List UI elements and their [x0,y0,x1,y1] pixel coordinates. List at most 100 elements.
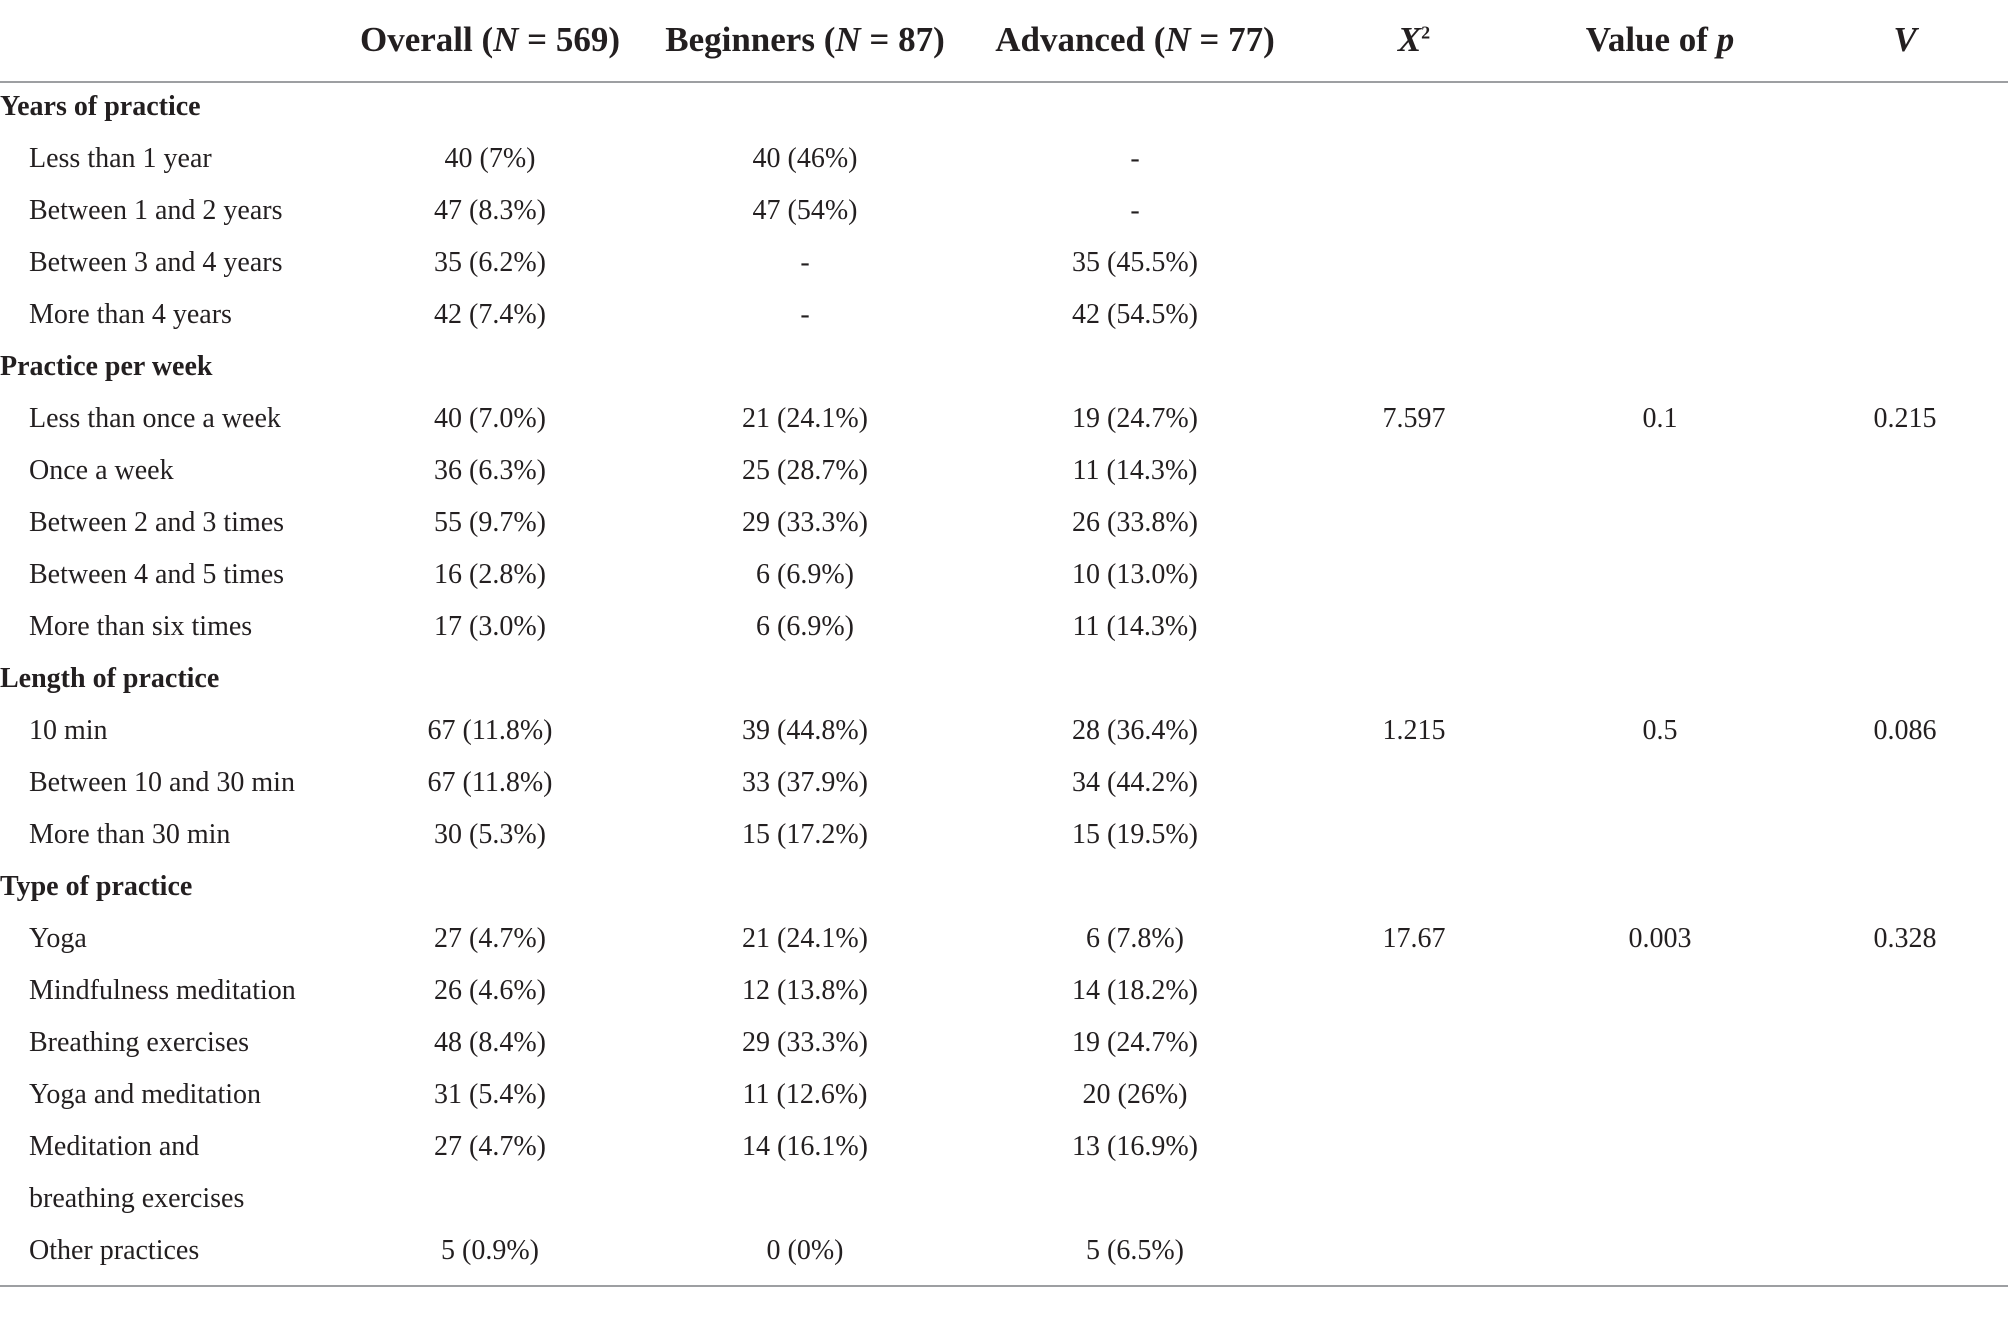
cell-overall: 5 (0.9%) [441,1235,539,1266]
cell-stat-v: 0.215 [1873,403,1937,434]
cell-overall: 55 (9.7%) [434,507,546,538]
row-label: Between 4 and 5 times [29,559,285,590]
cell-stat-chi: 1.215 [1382,715,1446,746]
cell-stat-chi [1314,133,1514,185]
row-label-continued: breathing exercises [29,1183,245,1214]
section-row: Type of practice [0,861,2008,913]
cell-beginners: 12 (13.8%) [742,975,868,1006]
cell-beginners: 14 (16.1%) [742,1131,868,1162]
row-label: Less than once a week [29,403,281,434]
header-overall: Overall (N = 569) [359,20,621,59]
cell-overall: 31 (5.4%) [434,1079,546,1110]
table-row: Yoga 27 (4.7%) 21 (24.1%) 6 (7.8%) 17.67 0.00… [0,913,2008,965]
cell-stat-chi: 17.67 [1382,923,1446,954]
row-label: Meditation and [29,1131,200,1162]
table-row: Meditation and 27 (4.7%) 14 (16.1%) 13 (16.… [0,1121,2008,1173]
cell-advanced: 13 (16.9%) [1072,1131,1198,1162]
cell-beginners: 21 (24.1%) [742,923,868,954]
table-row: Less than once a week 40 (7.0%) 21 (24.1%)… [0,393,2008,445]
table-row: More than 30 min 30 (5.3%) 15 (17.2%) 15 (1… [0,809,2008,861]
table-row: More than six times 17 (3.0%) 6 (6.9%) 11 (… [0,601,2008,653]
cell-advanced: 15 (19.5%) [1072,819,1198,850]
cell-beginners: 6 (6.9%) [756,611,854,642]
cell-overall: 35 (6.2%) [434,247,546,278]
cell-advanced: 5 (6.5%) [1086,1235,1184,1266]
row-label: Mindfulness meditation [29,975,296,1006]
row-label: Yoga and meditation [29,1079,262,1110]
cell-overall: 67 (11.8%) [427,715,553,746]
cell-advanced: 28 (36.4%) [1072,715,1198,746]
row-label: Yoga [29,923,87,954]
cell-beginners: 39 (44.8%) [742,715,868,746]
cell-beginners: 15 (17.2%) [742,819,868,850]
table-row: Once a week 36 (6.3%) 25 (28.7%) 11 (14.3%) [0,445,2008,497]
cell-advanced: 11 (14.3%) [1072,455,1198,486]
table-row: Yoga and meditation 31 (5.4%) 11 (12.6%) 20… [0,1069,2008,1121]
bottom-rule [0,1285,2008,1287]
table-row: Between 1 and 2 years 47 (8.3%) 47 (54%) - [0,185,2008,237]
cell-advanced: 19 (24.7%) [1072,403,1198,434]
cell-advanced: 14 (18.2%) [1072,975,1198,1006]
cell-stat-v: 0.086 [1873,715,1937,746]
cell-overall: 42 (7.4%) [434,299,546,330]
table-row-continuation: breathing exercises [0,1173,2008,1225]
cell-overall: 40 (7%) [444,143,536,174]
cell-beginners: 40 (46%) [752,143,858,174]
cell-beginners: 6 (6.9%) [756,559,854,590]
cell-overall: 17 (3.0%) [434,611,546,642]
section-row: Years of practice [0,81,2008,133]
cell-overall: 67 (11.8%) [427,767,553,798]
cell-beginners: 11 (12.6%) [742,1079,868,1110]
cell-overall: 30 (5.3%) [434,819,546,850]
cell-beginners: 0 (0%) [766,1235,844,1266]
cell-beginners: - [800,299,810,330]
cell-advanced: 6 (7.8%) [1086,923,1184,954]
row-label: 10 min [29,715,108,746]
table-row: 10 min 67 (11.8%) 39 (44.8%) 28 (36.4%) 1.21… [0,705,2008,757]
cell-advanced: - [1130,195,1140,226]
cell-stat-v [1805,133,2005,185]
cell-advanced: 20 (26%) [1082,1079,1188,1110]
cell-overall: 40 (7.0%) [434,403,546,434]
header-v: V [1893,20,1917,59]
row-label: Between 10 and 30 min [29,767,295,798]
cell-stat-p [1510,133,1810,185]
table-row: More than 4 years 42 (7.4%) - 42 (54.5%) [0,289,2008,341]
cell-stat-v: 0.328 [1873,923,1937,954]
section-title: Type of practice [0,871,193,902]
cell-overall: 48 (8.4%) [434,1027,546,1058]
row-label: Between 3 and 4 years [29,247,283,278]
table-row: Between 2 and 3 times 55 (9.7%) 29 (33.3%)… [0,497,2008,549]
header-rule [0,81,2008,83]
cell-beginners: 47 (54%) [752,195,858,226]
section-title: Years of practice [0,91,201,122]
cell-overall: 47 (8.3%) [434,195,546,226]
row-label: Between 2 and 3 times [29,507,285,538]
cell-stat-chi: 7.597 [1382,403,1446,434]
cell-stat-p: 0.003 [1628,923,1692,954]
section-row: Length of practice [0,653,2008,705]
header-p-value: Value of p [1585,20,1735,59]
cell-advanced: 42 (54.5%) [1072,299,1198,330]
row-label: Once a week [29,455,174,486]
cell-beginners: 21 (24.1%) [742,403,868,434]
cell-beginners: 33 (37.9%) [742,767,868,798]
table-row: Mindfulness meditation 26 (4.6%) 12 (13.8%… [0,965,2008,1017]
cell-beginners: - [800,247,810,278]
cell-advanced: 19 (24.7%) [1072,1027,1198,1058]
table-row: Other practices 5 (0.9%) 0 (0%) 5 (6.5%) [0,1225,2008,1277]
cell-beginners: 29 (33.3%) [742,507,868,538]
cell-overall: 26 (4.6%) [434,975,546,1006]
header-beginners: Beginners (N = 87) [665,20,945,59]
row-label: Less than 1 year [29,143,212,174]
row-label: Breathing exercises [29,1027,250,1058]
cell-advanced: - [1130,143,1140,174]
row-label: Between 1 and 2 years [29,195,283,226]
table-header-row: Overall (N = 569) Beginners (N = 87) Adv… [0,0,2008,80]
header-advanced: Advanced (N = 77) [995,20,1275,59]
table-row: Between 10 and 30 min 67 (11.8%) 33 (37.9%… [0,757,2008,809]
cell-overall: 16 (2.8%) [434,559,546,590]
cell-overall: 36 (6.3%) [434,455,546,486]
row-label: More than 4 years [29,299,232,330]
header-chi-square: X2 [1397,20,1431,59]
